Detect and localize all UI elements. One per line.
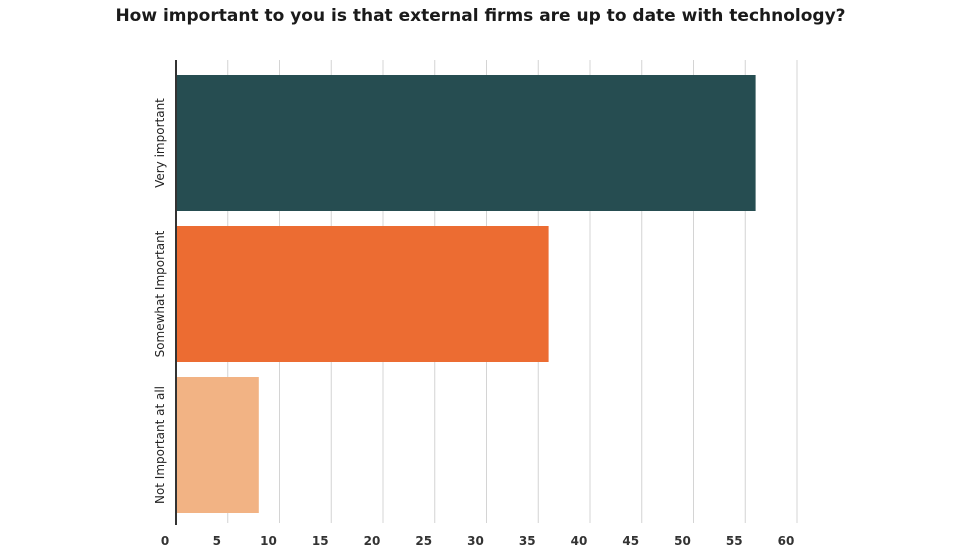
x-tick-label: 25: [415, 534, 432, 548]
x-tick-label: 15: [312, 534, 329, 548]
x-tick-label: 0: [161, 534, 169, 548]
x-tick-label: 60: [778, 534, 795, 548]
bar-very-important: [176, 75, 756, 211]
chart-title: How important to you is that external fi…: [115, 6, 846, 26]
x-tick-label: 10: [260, 534, 277, 548]
bar-not-important-at-all: [176, 377, 259, 513]
bar-somewhat-important: [176, 226, 549, 362]
x-tick-label: 20: [364, 534, 381, 548]
category-label: Not Important at all: [153, 386, 167, 504]
x-tick-label: 50: [674, 534, 691, 548]
x-tick-label: 30: [467, 534, 484, 548]
x-tick-label: 55: [726, 534, 743, 548]
x-tick-label: 5: [213, 534, 221, 548]
x-tick-label: 45: [622, 534, 639, 548]
x-tick-label: 35: [519, 534, 536, 548]
x-tick-label: 40: [571, 534, 588, 548]
category-label: Somewhat Important: [153, 230, 167, 357]
category-label: Very important: [153, 98, 167, 188]
